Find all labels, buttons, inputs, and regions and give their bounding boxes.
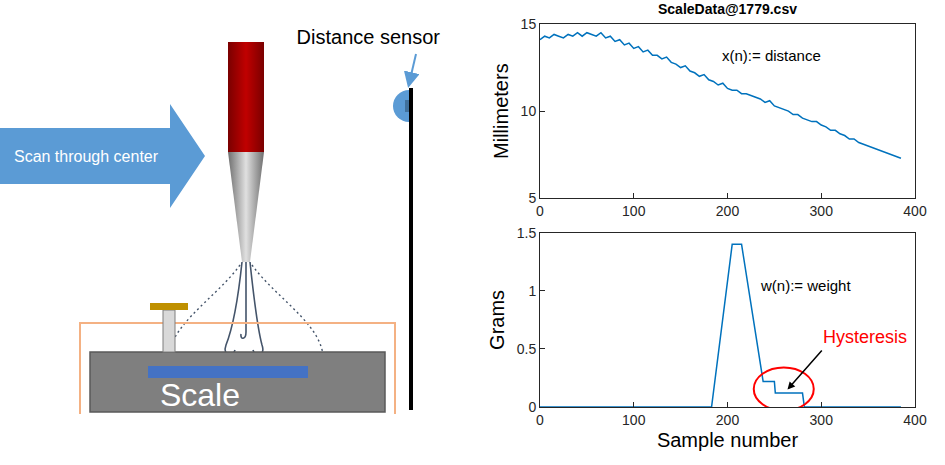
svg-text:15: 15 <box>521 16 537 32</box>
svg-text:0: 0 <box>528 399 536 415</box>
svg-text:w(n):= weight: w(n):= weight <box>760 277 851 294</box>
svg-text:1: 1 <box>528 283 536 299</box>
svg-text:Hysteresis: Hysteresis <box>823 327 907 347</box>
svg-text:x(n):= distance: x(n):= distance <box>722 47 821 64</box>
svg-text:100: 100 <box>622 412 646 428</box>
svg-text:0.5: 0.5 <box>517 341 537 357</box>
svg-text:300: 300 <box>810 412 834 428</box>
svg-text:Millimeters: Millimeters <box>490 63 512 159</box>
svg-text:Grams: Grams <box>486 290 508 350</box>
svg-text:200: 200 <box>716 412 740 428</box>
svg-text:300: 300 <box>810 203 834 219</box>
svg-text:Scale: Scale <box>160 377 240 413</box>
svg-text:10: 10 <box>521 103 537 119</box>
svg-text:ScaleData@1779.csv: ScaleData@1779.csv <box>658 1 797 17</box>
svg-text:Distance sensor: Distance sensor <box>297 26 441 48</box>
svg-text:400: 400 <box>903 203 927 219</box>
svg-text:0: 0 <box>536 412 544 428</box>
svg-text:100: 100 <box>622 203 646 219</box>
svg-text:Sample number: Sample number <box>657 429 799 451</box>
svg-text:400: 400 <box>903 412 927 428</box>
svg-text:200: 200 <box>716 203 740 219</box>
svg-text:Scan through center: Scan through center <box>14 148 159 165</box>
svg-text:0: 0 <box>536 203 544 219</box>
svg-text:1.5: 1.5 <box>517 225 537 241</box>
svg-text:5: 5 <box>528 190 536 206</box>
